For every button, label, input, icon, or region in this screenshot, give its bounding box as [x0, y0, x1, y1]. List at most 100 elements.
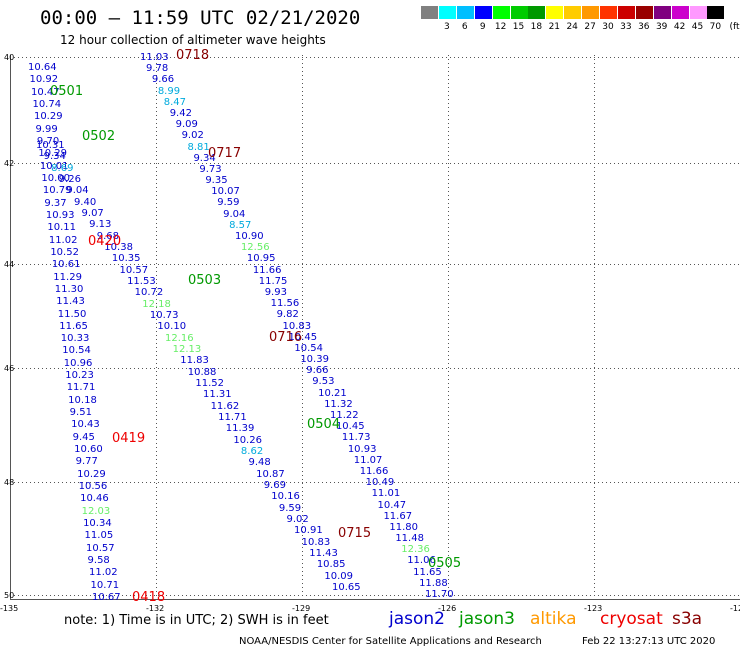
track-value: 9.70 — [36, 135, 60, 147]
track-value: 10.21 — [318, 387, 347, 399]
scale-swatch — [582, 6, 600, 19]
track-value: 8.99 — [157, 85, 181, 97]
track-value: 9.73 — [199, 163, 222, 175]
scale-swatch — [707, 6, 725, 19]
scale-swatch — [492, 6, 510, 19]
legend-cryosat: cryosat — [600, 609, 663, 629]
pass-label: 0718 — [176, 48, 210, 63]
track-value: 10.93 — [347, 443, 377, 455]
track-value: 12.18 — [142, 298, 171, 310]
legend-jason2: jason2 — [389, 609, 445, 629]
track-value: 9.58 — [87, 555, 110, 567]
track-value: 8.69 — [51, 162, 74, 174]
scale-swatch — [474, 6, 492, 19]
track-value: 11.73 — [341, 432, 371, 444]
track-value: 11.56 — [270, 298, 300, 310]
scale-label: 3 — [444, 22, 450, 32]
track-value: 10.52 — [50, 246, 79, 258]
track-value: 10.39 — [300, 354, 329, 366]
track-value: 10.93 — [45, 209, 75, 221]
track-value: 11.75 — [258, 275, 288, 287]
track-value: 10.90 — [235, 231, 264, 242]
track-value: 10.01 — [39, 160, 69, 172]
track-value: 10.35 — [111, 253, 141, 265]
track-value: 10.43 — [71, 419, 100, 431]
track-value: 9.02 — [181, 130, 204, 142]
scale-label: 39 — [655, 22, 668, 32]
track-value: 10.95 — [246, 253, 276, 265]
track-value: 10.96 — [63, 357, 93, 369]
track-value: 9.34 — [193, 152, 216, 164]
scale-label: 42 — [673, 22, 686, 32]
lon-label: -120 — [730, 604, 740, 613]
track-value: 11.83 — [180, 355, 209, 367]
scale-swatch — [564, 6, 582, 19]
track-value: 9.04 — [223, 208, 246, 220]
track-value: 9.66 — [151, 74, 175, 86]
track-value: 9.48 — [248, 457, 271, 469]
track-value: 12.36 — [401, 544, 430, 556]
track-value: 10.88 — [187, 366, 217, 378]
track-value: 10.83 — [301, 536, 331, 548]
scale-label: 70 — [709, 22, 722, 32]
lat-label: 50 — [4, 591, 15, 600]
track-value: 11.39 — [225, 423, 255, 435]
track-value: 10.57 — [119, 264, 149, 276]
timestamp: Feb 22 13:27:13 UTC 2020 — [582, 636, 716, 647]
scale-unit-label: (ft) — [729, 22, 740, 32]
track-value: 10.11 — [47, 222, 76, 234]
scale-swatch — [528, 6, 546, 19]
track-value: 9.02 — [286, 514, 309, 525]
track-value: 10.85 — [316, 559, 346, 571]
credit-text: NOAA/NESDIS Center for Satellite Applica… — [239, 636, 542, 647]
lat-label: 48 — [4, 478, 15, 487]
track-value: 9.66 — [306, 365, 329, 377]
lat-label: 46 — [4, 364, 15, 373]
track-value: 11.67 — [383, 510, 413, 522]
track-value: 10.31 — [36, 140, 65, 151]
track-value: 10.07 — [211, 186, 240, 198]
pass-label: 0419 — [112, 431, 146, 446]
lat-label: 40 — [4, 53, 15, 62]
track-value: 8.57 — [229, 219, 252, 231]
track-value: 9.09 — [175, 119, 198, 131]
track-value: 11.02 — [89, 567, 118, 579]
track-value: 9.07 — [81, 208, 104, 219]
pass-label: 0502 — [82, 129, 116, 144]
lat-label: 42 — [4, 159, 15, 168]
track-value: 11.29 — [53, 271, 82, 283]
track-value: 10.16 — [271, 491, 300, 503]
track-value: 10.38 — [104, 242, 133, 253]
track-value: 12.56 — [240, 242, 270, 254]
scale-swatch — [653, 6, 671, 19]
track-value: 10.34 — [83, 518, 112, 530]
track-value: 10.87 — [256, 468, 285, 480]
lon-label: -129 — [292, 604, 311, 613]
track-value: 10.61 — [51, 259, 81, 271]
track-value: 11.06 — [407, 555, 436, 567]
track-value: 10.79 — [42, 185, 72, 197]
track-value: 9.37 — [44, 197, 67, 209]
track-value: 10.29 — [77, 468, 106, 480]
lon-label: -126 — [438, 604, 457, 613]
track-value: 10.10 — [157, 321, 187, 333]
track-value: 11.70 — [425, 589, 454, 600]
track-value: 12.03 — [81, 505, 111, 517]
lon-label: -132 — [146, 604, 165, 613]
track-value: 9.59 — [278, 502, 302, 514]
track-value: 8.81 — [187, 141, 210, 153]
track-value: 10.72 — [134, 287, 164, 299]
scale-swatch — [546, 6, 564, 19]
track-value: 11.03 — [140, 52, 169, 63]
scale-label: 30 — [602, 22, 614, 32]
track-value: 9.99 — [35, 123, 58, 135]
track-value: 11.88 — [419, 577, 448, 589]
track-value: 9.93 — [264, 286, 287, 298]
lon-label: -123 — [584, 604, 603, 613]
track-value: 10.64 — [28, 62, 57, 73]
track-value: 8.47 — [163, 96, 187, 108]
track-value: 8.62 — [240, 446, 264, 457]
scale-label: 6 — [461, 22, 468, 32]
track-value: 10.47 — [377, 499, 407, 511]
track-value: 11.43 — [56, 296, 85, 308]
